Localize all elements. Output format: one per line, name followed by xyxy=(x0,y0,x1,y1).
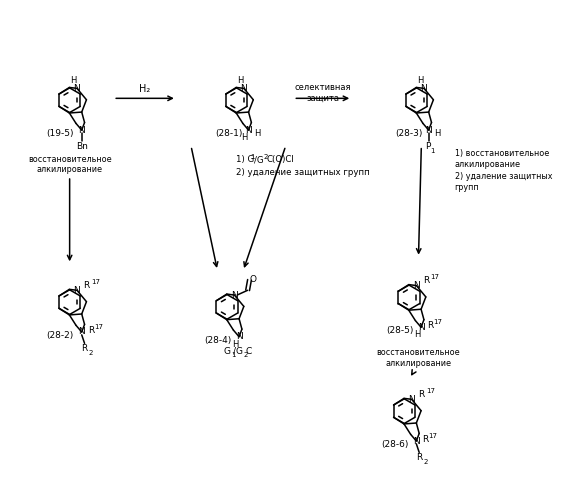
Text: R: R xyxy=(81,344,87,352)
Text: (28-3): (28-3) xyxy=(395,129,423,138)
Text: 17: 17 xyxy=(428,433,437,439)
Text: N: N xyxy=(425,126,432,134)
Text: H: H xyxy=(417,76,423,86)
Text: 1) G: 1) G xyxy=(236,156,254,164)
Text: H: H xyxy=(232,340,239,349)
Text: N: N xyxy=(78,328,85,336)
Text: H: H xyxy=(237,76,243,86)
Text: защита: защита xyxy=(306,94,339,103)
Text: 17: 17 xyxy=(426,388,435,394)
Text: R: R xyxy=(427,322,433,330)
Text: 1: 1 xyxy=(430,148,435,154)
Text: (28-4): (28-4) xyxy=(204,336,231,344)
Text: алкилирование: алкилирование xyxy=(37,165,103,174)
Text: N: N xyxy=(231,290,238,300)
Text: C: C xyxy=(246,347,252,356)
Text: R: R xyxy=(88,326,94,335)
Text: алкилирование: алкилирование xyxy=(386,360,452,368)
Text: H: H xyxy=(254,129,261,138)
Text: 2: 2 xyxy=(243,352,248,358)
Text: G: G xyxy=(223,347,230,356)
Text: N: N xyxy=(408,395,415,404)
Text: 1: 1 xyxy=(231,352,235,358)
Text: H: H xyxy=(435,129,441,138)
Text: Bn: Bn xyxy=(76,142,87,150)
Text: N: N xyxy=(245,126,252,134)
Text: R: R xyxy=(83,281,90,290)
Text: R: R xyxy=(418,390,424,399)
Text: 2) удаление защитных групп: 2) удаление защитных групп xyxy=(236,168,370,177)
Text: восстановительное: восстановительное xyxy=(28,156,111,164)
Text: (28-5): (28-5) xyxy=(386,326,414,335)
Text: P: P xyxy=(425,142,431,150)
Text: H: H xyxy=(70,76,76,86)
Text: H₂: H₂ xyxy=(139,84,150,94)
Text: N: N xyxy=(74,84,80,93)
Text: (28-1): (28-1) xyxy=(215,129,243,138)
Text: 2: 2 xyxy=(424,459,428,465)
Text: N: N xyxy=(420,84,427,93)
Text: 1) восстановительное: 1) восстановительное xyxy=(454,149,549,158)
Text: H: H xyxy=(414,330,420,340)
Text: (19-5): (19-5) xyxy=(47,129,74,138)
Text: 2) удаление защитных: 2) удаление защитных xyxy=(454,172,552,180)
Text: 17: 17 xyxy=(91,279,100,285)
Text: 17: 17 xyxy=(433,319,442,325)
Text: (28-2): (28-2) xyxy=(47,331,74,340)
Text: N: N xyxy=(236,332,243,341)
Text: 1: 1 xyxy=(250,154,255,160)
Text: R: R xyxy=(422,435,428,444)
Text: групп: групп xyxy=(454,183,479,192)
Text: /G: /G xyxy=(233,347,243,356)
Text: N: N xyxy=(413,436,420,446)
Text: H: H xyxy=(241,133,248,142)
Text: R: R xyxy=(423,276,429,285)
Text: 17: 17 xyxy=(94,324,103,330)
Text: алкилирование: алкилирование xyxy=(454,160,520,169)
Text: N: N xyxy=(74,286,80,295)
Text: N: N xyxy=(417,323,424,332)
Text: N: N xyxy=(413,281,420,290)
Text: (28-6): (28-6) xyxy=(381,440,408,449)
Text: N: N xyxy=(240,84,247,93)
Text: 2: 2 xyxy=(264,154,268,160)
Text: восстановительное: восстановительное xyxy=(377,348,460,357)
Text: O: O xyxy=(250,276,257,284)
Text: 2: 2 xyxy=(89,350,93,356)
Text: селективная: селективная xyxy=(294,84,351,92)
Text: N: N xyxy=(78,126,85,134)
Text: C(O)Cl: C(O)Cl xyxy=(267,156,295,164)
Text: R: R xyxy=(416,452,423,462)
Text: /G: /G xyxy=(253,156,263,164)
Text: 17: 17 xyxy=(431,274,440,280)
